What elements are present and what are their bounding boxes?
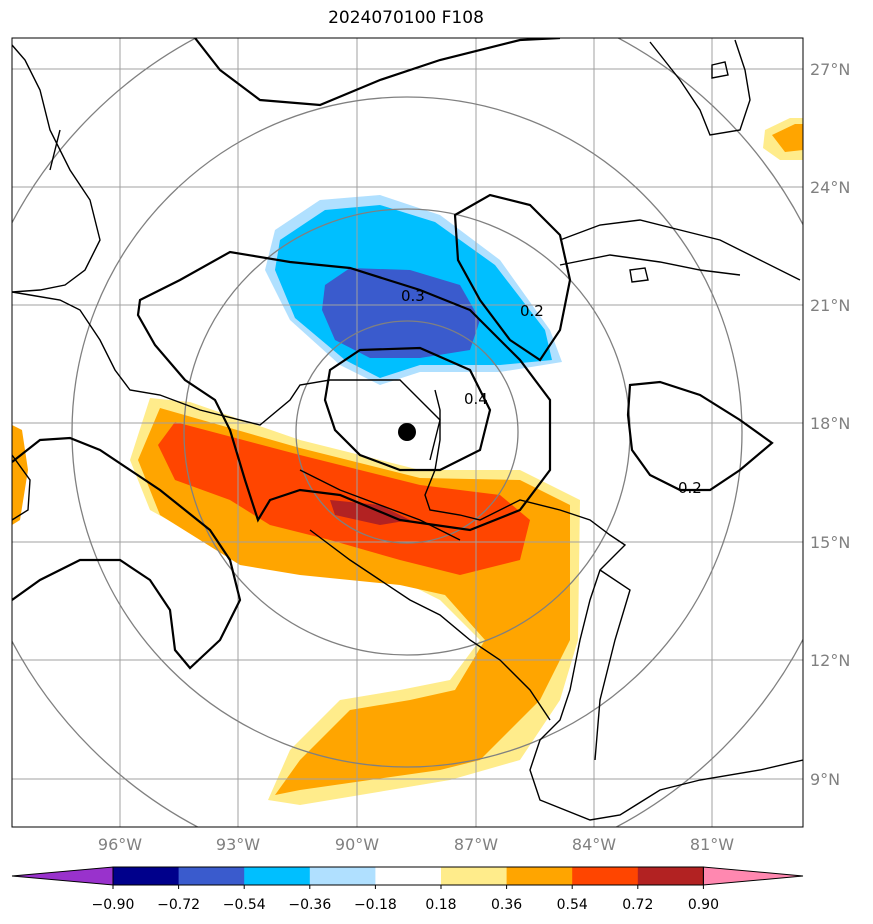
positive-shading: [12, 118, 803, 805]
lon-label: 93°W: [216, 835, 260, 854]
colorbar-segment: [375, 867, 442, 885]
colorbar-extend-high: [702, 866, 804, 886]
contour-label: 0.3: [401, 287, 425, 305]
contour-label: 0.4: [464, 390, 488, 408]
colorbar-segment: [113, 867, 180, 885]
longitude-labels: 96°W 93°W 90°W 87°W 84°W 81°W: [98, 835, 734, 854]
lat-label: 15°N: [810, 533, 850, 552]
lat-label: 24°N: [810, 178, 850, 197]
lat-label: 27°N: [810, 60, 850, 79]
contour-label: 0.2: [678, 479, 702, 497]
colorbar-segment: [441, 867, 508, 885]
lon-label: 87°W: [454, 835, 498, 854]
colorbar-tick-label: −0.72: [157, 897, 200, 913]
colorbar: −0.90 −0.72 −0.54 −0.36 −0.18 0.18 0.36 0.54 0.7…: [11, 866, 804, 913]
contours: [12, 38, 774, 670]
colorbar-tick-label: 0.72: [622, 897, 653, 913]
graticule: [12, 38, 803, 827]
map-frame: [11, 37, 804, 828]
latitude-labels: 27°N 24°N 21°N 18°N 15°N 12°N 9°N: [810, 60, 850, 789]
negative-shading: [265, 195, 562, 385]
lon-label: 96°W: [98, 835, 142, 854]
colorbar-segment: [178, 867, 245, 885]
colorbar-tick-label: 0.54: [557, 897, 588, 913]
colorbar-segment: [637, 867, 704, 885]
colorbar-tick-label: −0.36: [288, 897, 331, 913]
colorbar-tick-label: 0.18: [425, 897, 456, 913]
colorbar-tick-label: −0.18: [354, 897, 397, 913]
coastlines: [12, 39, 803, 821]
colorbar-segment: [309, 867, 376, 885]
map-title: 2024070100 F108: [328, 8, 484, 28]
storm-center-marker: [398, 423, 416, 441]
colorbar-tick-label: 0.36: [491, 897, 522, 913]
colorbar-tick-label: 0.90: [688, 897, 719, 913]
lon-label: 90°W: [335, 835, 379, 854]
colorbar-tick-label: −0.90: [92, 897, 135, 913]
lat-label: 21°N: [810, 296, 850, 315]
contour-label: 0.2: [520, 302, 544, 320]
colorbar-segment: [572, 867, 639, 885]
lon-label: 84°W: [572, 835, 616, 854]
lat-label: 9°N: [810, 770, 840, 789]
lon-label: 81°W: [690, 835, 734, 854]
colorbar-segment: [244, 867, 311, 885]
colorbar-segment: [506, 867, 573, 885]
lat-label: 18°N: [810, 414, 850, 433]
colorbar-frame: [112, 866, 704, 886]
colorbar-tick-label: −0.54: [223, 897, 266, 913]
lat-label: 12°N: [810, 651, 850, 670]
colorbar-extend-low: [11, 866, 114, 886]
